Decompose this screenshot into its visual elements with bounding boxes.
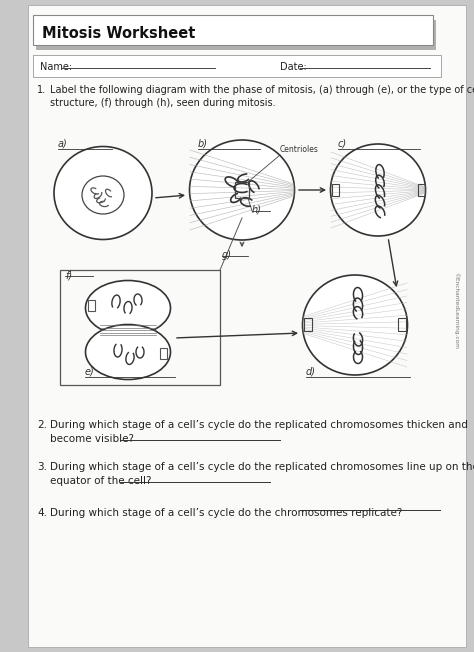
Text: c): c) [338,139,347,149]
Text: During which stage of a cell’s cycle do the chromosomes replicate?: During which stage of a cell’s cycle do … [50,508,402,518]
Text: b): b) [198,139,208,149]
Text: 2.: 2. [37,420,47,430]
Bar [33,15,433,45]
Text: During which stage of a cell’s cycle do the replicated chromosomes thicken and
b: During which stage of a cell’s cycle do … [50,420,468,444]
Ellipse shape [54,147,152,239]
Ellipse shape [85,280,171,336]
Bar [36,20,436,50]
Text: Name:: Name: [40,62,72,72]
Text: Date:: Date: [280,62,307,72]
Bar [398,318,406,331]
Text: d): d) [306,366,316,376]
Text: ©EnchantedLearning.com: ©EnchantedLearning.com [453,271,459,349]
Bar [418,184,425,196]
Text: a): a) [58,139,68,149]
Text: 1.: 1. [37,85,46,95]
Text: g): g) [222,250,232,260]
Text: Label the following diagram with the phase of mitosis, (a) through (e), or the t: Label the following diagram with the pha… [50,85,474,108]
Text: Mitosis Worksheet: Mitosis Worksheet [42,25,195,40]
Ellipse shape [330,144,426,236]
Text: During which stage of a cell’s cycle do the replicated chromosomes line up on th: During which stage of a cell’s cycle do … [50,462,474,486]
Ellipse shape [302,275,408,375]
Text: h): h) [252,204,262,214]
Text: e): e) [85,366,95,376]
Text: f): f) [65,270,72,280]
Bar [160,348,167,359]
Bar [304,318,312,331]
Ellipse shape [82,176,124,214]
Bar [33,55,441,77]
Ellipse shape [190,140,294,240]
Bar [332,184,339,196]
Text: Centrioles: Centrioles [280,145,319,154]
Text: 3.: 3. [37,462,47,472]
Text: 4.: 4. [37,508,47,518]
Ellipse shape [85,325,171,379]
Bar [60,270,220,385]
Bar [88,300,95,311]
Bar [235,182,249,198]
